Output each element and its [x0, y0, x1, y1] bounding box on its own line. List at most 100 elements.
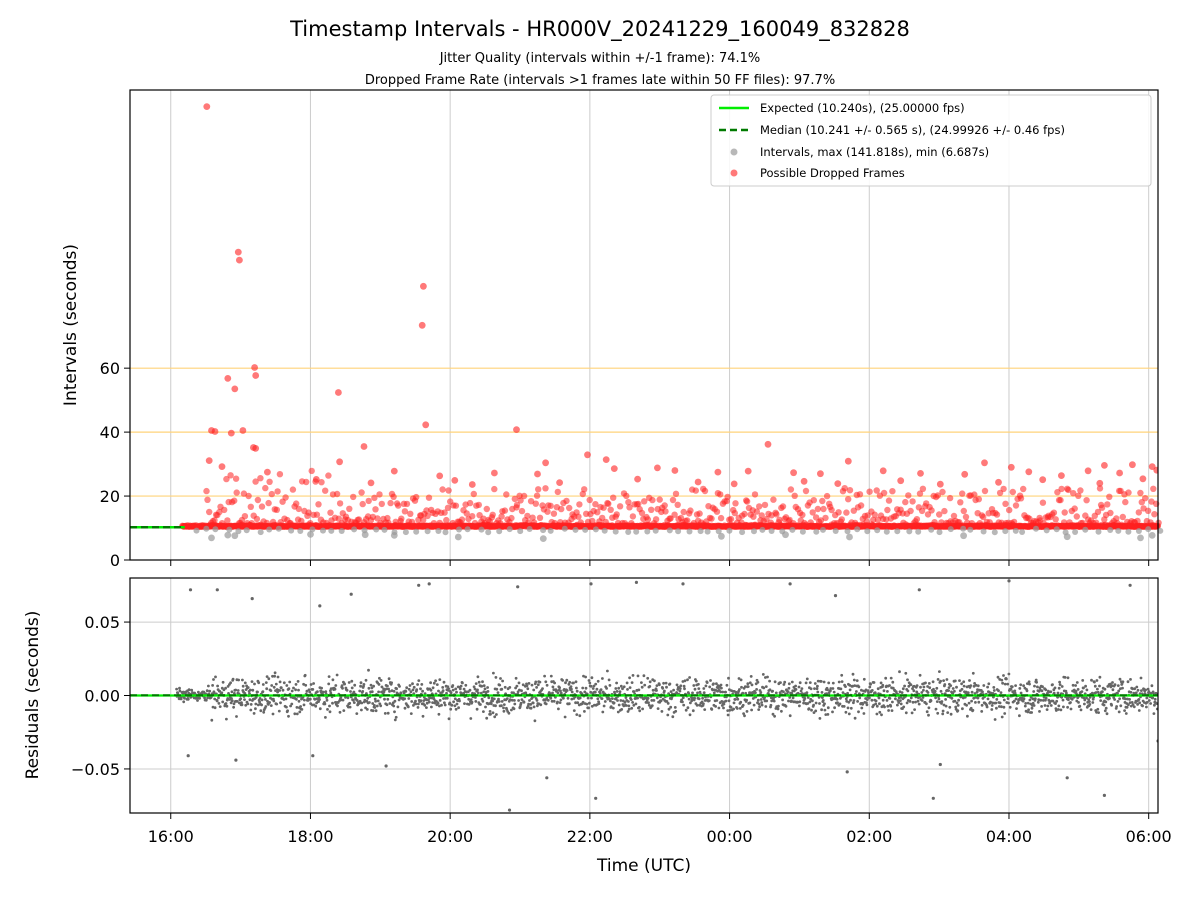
residual-cloud-point	[782, 690, 785, 694]
dropped-scatter-point	[592, 501, 599, 508]
residual-cloud-point	[603, 700, 607, 703]
interval-band-point	[715, 528, 722, 535]
residual-cloud-point	[328, 710, 332, 714]
dropped-scatter-point	[907, 507, 914, 515]
dropped-scatter-point	[696, 510, 703, 517]
residual-cloud-point	[815, 687, 819, 691]
residual-cloud-point	[552, 699, 556, 703]
dropped-frame-point-28	[1007, 463, 1015, 471]
dropped-scatter-point	[390, 493, 397, 500]
residual-cloud-point	[666, 713, 670, 717]
residual-cloud-point	[190, 688, 194, 692]
residual-cloud-point	[1015, 707, 1018, 710]
residual-cloud-point	[274, 682, 278, 686]
residual-cloud-point	[358, 689, 362, 693]
dropped-scatter-point	[753, 508, 760, 515]
interval-point-10	[846, 533, 853, 541]
residual-cloud-point	[218, 689, 222, 693]
interval-band-point	[526, 526, 533, 532]
residual-cloud-point	[1026, 701, 1030, 705]
interval-band-point	[686, 528, 693, 535]
dropped-scatter-point	[1098, 504, 1106, 511]
residual-cloud-point	[267, 677, 271, 681]
residual-cloud-point	[636, 696, 639, 700]
residual-cloud-point	[430, 705, 433, 709]
residual-cloud-point	[1113, 698, 1116, 701]
residual-cloud-point	[734, 690, 738, 694]
residual-cloud-point	[1069, 707, 1073, 711]
residual-cloud-point	[513, 702, 517, 706]
residual-cloud-point	[626, 710, 630, 713]
dropped-frame-point-4	[418, 321, 426, 329]
residual-cloud-point	[364, 678, 368, 682]
residual-cloud-point	[515, 684, 519, 688]
dropped-scatter-point	[358, 489, 365, 496]
interval-band-point	[666, 527, 673, 534]
residual-cloud-point	[616, 710, 620, 714]
residual-cloud-point	[265, 675, 269, 678]
dropped-scatter-point	[318, 479, 325, 486]
dropped-scatter-point	[385, 519, 392, 526]
residual-cloud-point	[1031, 697, 1035, 701]
residual-cloud-point	[619, 684, 623, 688]
residual-cloud-point	[655, 684, 659, 687]
dropped-scatter-point	[870, 516, 877, 524]
residual-cloud-point	[243, 681, 247, 685]
residual-cloud-point	[1103, 687, 1107, 691]
residual-cloud-point	[668, 682, 672, 686]
legend-dropped-swatch	[730, 169, 738, 177]
dropped-scatter-point	[355, 516, 363, 523]
residual-cloud-point	[370, 690, 374, 694]
residual-cloud-point	[888, 684, 891, 687]
residual-cloud-point	[838, 702, 842, 706]
residual-cloud-point	[709, 679, 712, 682]
interval-point-9	[782, 531, 789, 539]
residual-cloud-point	[498, 683, 502, 687]
residual-cloud-point	[1038, 710, 1041, 713]
dropped-frame-point-15	[513, 426, 520, 433]
residual-cloud-point	[427, 700, 431, 704]
residual-cloud-point	[638, 709, 642, 713]
residual-cloud-point	[445, 691, 448, 695]
residual-cloud-point	[935, 686, 939, 690]
residual-cloud-point	[848, 683, 852, 687]
residual-cloud-point	[1098, 684, 1101, 688]
residual-cloud-point	[1001, 681, 1004, 685]
residual-cloud-point	[870, 689, 874, 692]
residual-cloud-point	[1000, 678, 1004, 682]
dropped-scatter-point	[532, 500, 539, 507]
residual-cloud-point	[1028, 682, 1031, 686]
residual-cloud-point	[976, 684, 980, 688]
residual-cloud-point	[240, 701, 243, 704]
residual-cloud-point	[409, 690, 413, 694]
dropped-scatter-point	[717, 514, 725, 522]
interval-band-point	[572, 526, 579, 533]
residual-cloud-point	[1002, 705, 1006, 709]
dropped-scatter-point	[773, 511, 780, 518]
residual-cloud-point	[1128, 701, 1132, 704]
residual-cloud-point	[763, 696, 766, 699]
interval-band-point	[320, 527, 326, 534]
residual-cloud-point	[698, 690, 702, 694]
residual-cloud-point	[1074, 684, 1077, 687]
residual-cloud-point	[889, 676, 893, 680]
residual-cloud-point	[847, 712, 851, 716]
residual-cloud-point	[665, 700, 669, 703]
residual-cloud-point	[324, 716, 327, 719]
residual-cloud-point	[536, 683, 540, 687]
residual-cloud-point	[689, 701, 692, 705]
residual-cloud-point	[1067, 698, 1070, 702]
interval-point-2	[231, 532, 239, 540]
dropped-scatter-point	[1058, 485, 1065, 493]
residual-cloud-point	[977, 700, 981, 704]
residual-cloud-point	[826, 706, 830, 710]
residual-cloud-point	[684, 708, 688, 712]
dropped-scatter-point	[550, 510, 558, 517]
residual-cloud-point	[531, 701, 535, 705]
residual-cloud-point	[522, 700, 526, 704]
residual-cloud-point	[813, 687, 816, 690]
dropped-scatter-point	[727, 515, 735, 523]
residual-cloud-point	[810, 708, 813, 712]
dropped-scatter-point	[501, 507, 509, 514]
residual-cloud-point	[198, 696, 202, 700]
